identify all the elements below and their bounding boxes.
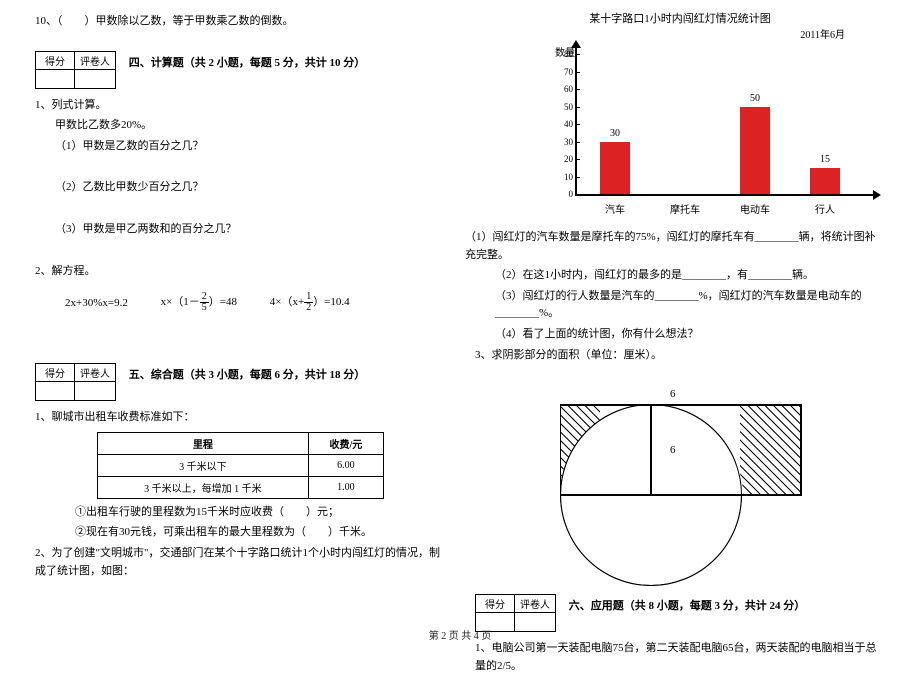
xlabel: 电动车 bbox=[730, 201, 780, 216]
s4-q1-1: （1）甲数是乙数的百分之几？ bbox=[55, 138, 445, 156]
s4-q1: 1、列式计算。 bbox=[35, 97, 445, 115]
s5-q1: 1、聊城市出租车收费标准如下： bbox=[35, 409, 445, 427]
score-box-sec5: 得分评卷人 bbox=[35, 363, 116, 401]
ytick: 10 bbox=[553, 172, 573, 182]
bar-电动车 bbox=[740, 107, 770, 195]
s5-q2: 2、为了创建"文明城市"，交通部门在某个十字路口统计1个小时内闯红灯的情况，制成… bbox=[35, 545, 445, 580]
chart-q3: （3）闯红灯的行人数量是汽车的________%，闯红灯的汽车数量是电动车的__… bbox=[495, 288, 885, 323]
xlabel: 行人 bbox=[800, 201, 850, 216]
s4-q1-2: （2）乙数比甲数少百分之几？ bbox=[55, 179, 445, 197]
ytick: 30 bbox=[553, 137, 573, 147]
s5-q1-1: ①出租车行驶的里程数为15千米时应收费（ ）元； bbox=[75, 504, 445, 522]
page-footer: 第 2 页 共 4 页 bbox=[0, 627, 920, 642]
score-box-sec4: 得分评卷人 bbox=[35, 51, 116, 89]
dim-horizontal: 6 bbox=[670, 388, 676, 400]
equations: 2x+30%x=9.2 x×（1－25）=48 4×（x+12）=10.4 bbox=[65, 292, 445, 313]
section-6-title: 六、应用题（共 8 小题，每题 3 分，共计 24 分） bbox=[569, 597, 806, 613]
ytick: 60 bbox=[553, 84, 573, 94]
eq1: 2x+30%x=9.2 bbox=[65, 297, 128, 309]
bar-行人 bbox=[810, 168, 840, 194]
ytick: 50 bbox=[553, 102, 573, 112]
chart-q4: （4）看了上面的统计图，你有什么想法？ bbox=[495, 326, 885, 344]
s5-q3: 3、求阴影部分的面积（单位：厘米）。 bbox=[475, 347, 885, 365]
chart-title: 某十字路口1小时内闯红灯情况统计图 bbox=[475, 10, 885, 26]
bar-汽车 bbox=[600, 142, 630, 195]
ytick: 80 bbox=[553, 49, 573, 59]
section-5-title: 五、综合题（共 3 小题，每题 6 分，共计 18 分） bbox=[129, 366, 366, 382]
geometry-figure: 6 6 bbox=[520, 374, 840, 584]
xlabel: 摩托车 bbox=[660, 201, 710, 216]
fare-table: 里程收费/元 3 千米以下6.00 3 千米以上，每增加 1 千米1.00 bbox=[97, 432, 384, 499]
chart-date: 2011年6月 bbox=[475, 26, 885, 41]
ytick: 20 bbox=[553, 154, 573, 164]
chart-q2: （2）在这1小时内，闯红灯的最多的是________，有________辆。 bbox=[495, 267, 885, 285]
xlabel: 汽车 bbox=[590, 201, 640, 216]
s5-q1-2: ②现在有30元钱，可乘出租车的最大里程数为（ ）千米。 bbox=[75, 524, 445, 542]
question-10: 10、（ ）甲数除以乙数，等于甲数乘乙数的倒数。 bbox=[35, 13, 445, 31]
s6-q1: 1、电脑公司第一天装配电脑75台，第二天装配电脑65台，两天装配的电脑相当于总量… bbox=[475, 640, 885, 675]
s4-q2: 2、解方程。 bbox=[35, 263, 445, 281]
s4-q1-3: （3）甲数是甲乙两数和的百分之几？ bbox=[55, 221, 445, 239]
eq3: 4×（x+12）=10.4 bbox=[270, 292, 350, 313]
chart-q1: （1）闯红灯的汽车数量是摩托车的75%，闯红灯的摩托车有________辆，将统… bbox=[465, 229, 885, 264]
s4-q1a: 甲数比乙数多20%。 bbox=[55, 117, 445, 135]
ytick: 70 bbox=[553, 67, 573, 77]
bar-chart: 数量 01020304050607080汽车摩托车电动车行人 bbox=[525, 46, 885, 226]
eq2: x×（1－25）=48 bbox=[161, 292, 237, 313]
ytick: 0 bbox=[553, 189, 573, 199]
dim-vertical: 6 bbox=[670, 444, 676, 456]
ytick: 40 bbox=[553, 119, 573, 129]
section-4-title: 四、计算题（共 2 小题，每题 5 分，共计 10 分） bbox=[129, 54, 366, 70]
